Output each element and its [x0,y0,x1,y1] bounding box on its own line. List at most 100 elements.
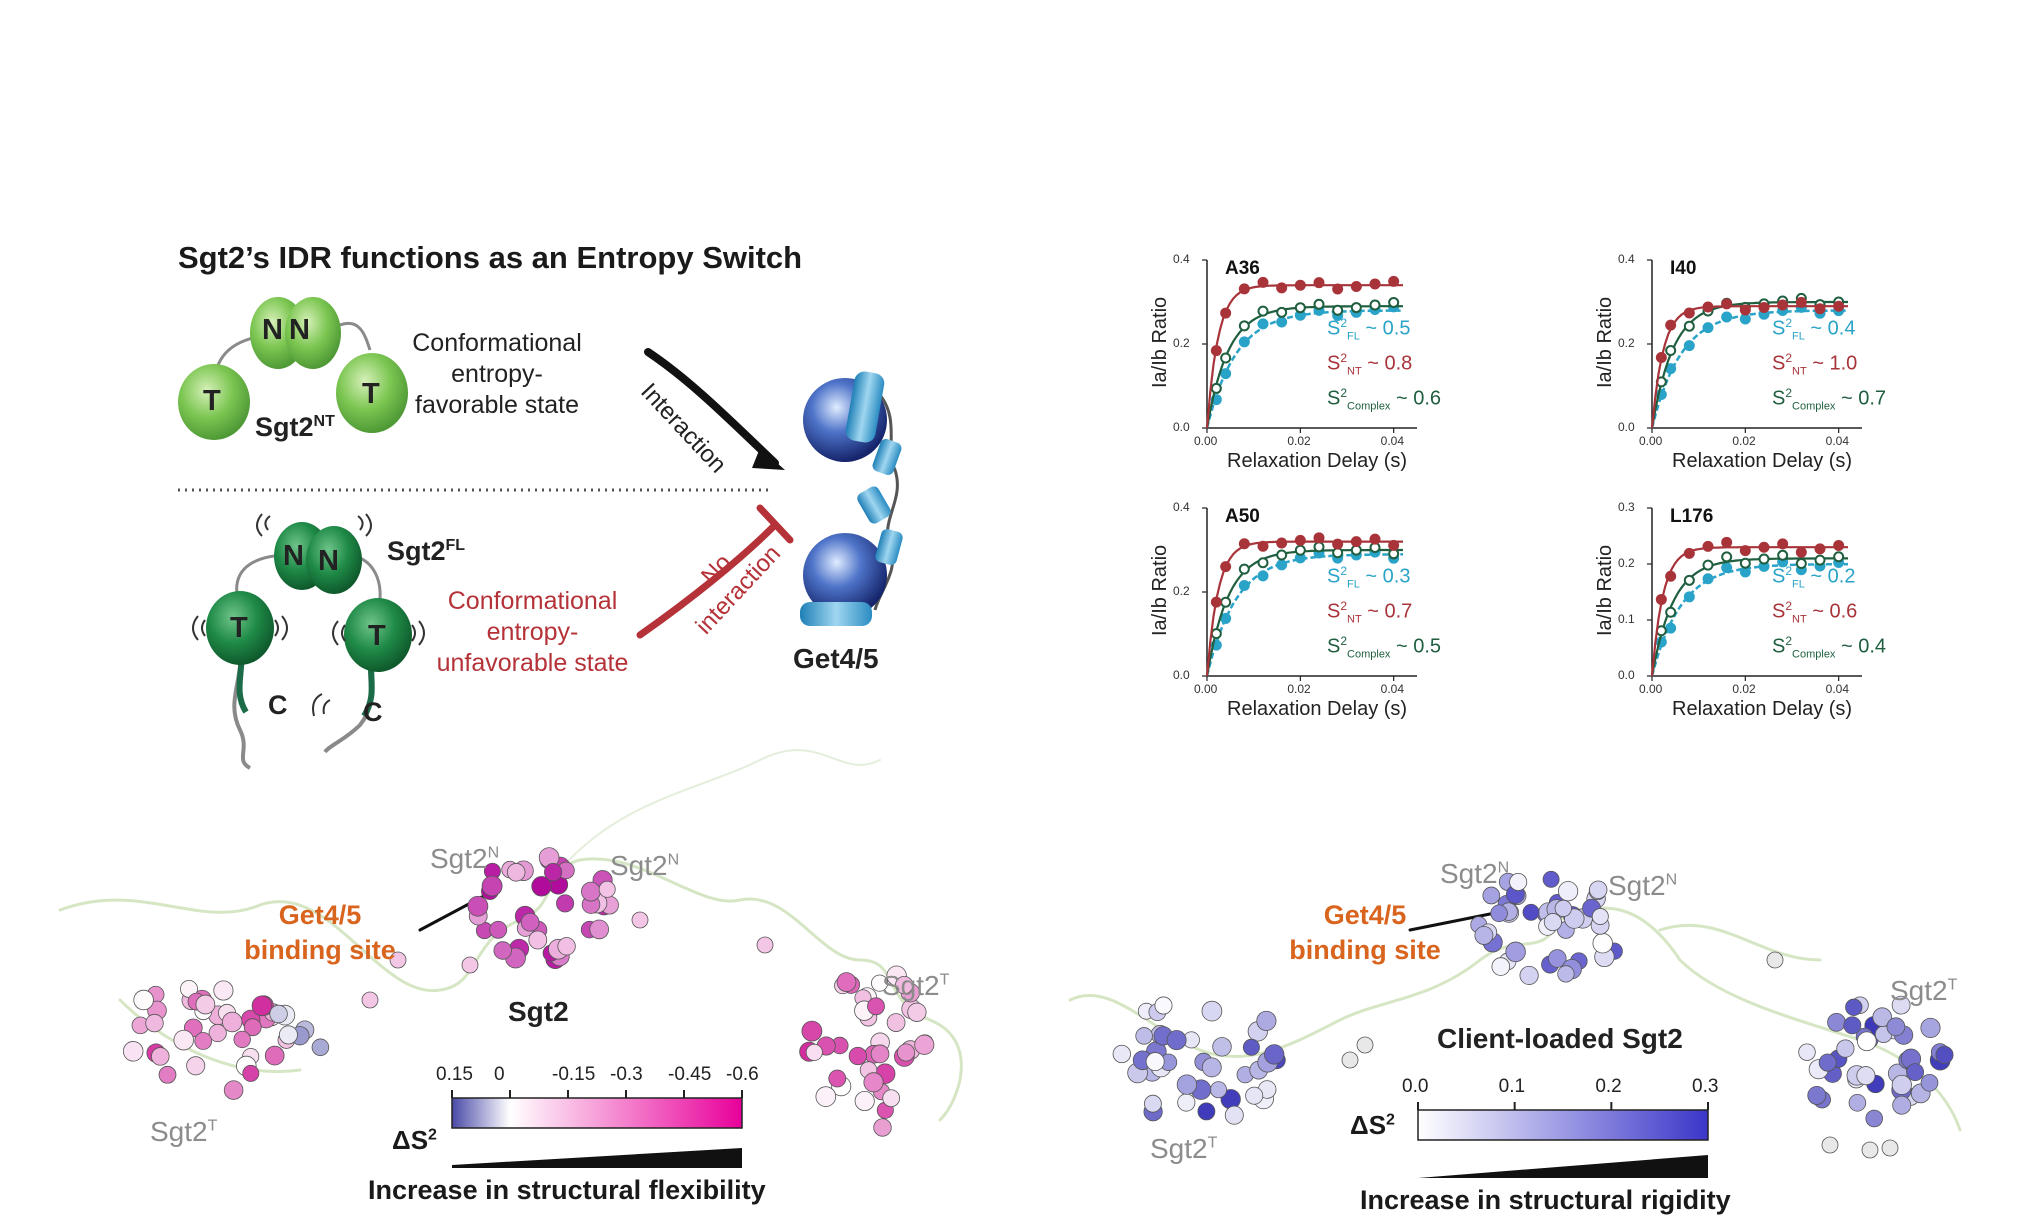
inhibition-bar [756,504,794,544]
residue-sphere [1474,925,1494,945]
rig-binding-line-2: binding site [1289,935,1441,965]
residue-sphere [1920,1073,1939,1092]
rig-colorbar-tick-label: 0.2 [1595,1076,1622,1097]
residue-sphere [151,1047,170,1066]
y-axis-label: Ia/Ib Ratio [1594,544,1616,636]
data-point-FL [1238,336,1250,348]
flex-sgt2t-left-sup: T [207,1117,218,1135]
rigidity-wedge [1418,1155,1708,1178]
data-point-NT [1683,547,1695,559]
residue-label-A50: A50 [1225,506,1260,527]
data-point-FL [1721,562,1733,574]
x-axis-label: Relaxation Delay (s) [1227,698,1408,720]
x-tick-label: 0.02 [1287,434,1311,448]
residue-sphere [213,980,234,1001]
y-axis-label: Ia/Ib Ratio [1594,296,1616,388]
residue-sphere [158,1065,177,1084]
rig-ds2-label: ΔS2 [1350,1110,1395,1140]
residue-sphere [1798,1043,1816,1061]
data-point-NT [1739,545,1751,557]
residue-sphere [886,1013,906,1032]
flex-colorbar-tick-label: 0 [494,1064,505,1085]
rig-sgt2n-right-label: Sgt2N [1608,870,1677,902]
residue-sphere [895,975,914,995]
flex-sgt2t-right-text: Sgt2 [882,970,940,1001]
rig-sgt2t-left-text: Sgt2 [1150,1133,1208,1164]
residue-sphere [1807,1085,1827,1105]
data-point-NT [1795,546,1807,558]
residue-sphere [1197,1102,1216,1121]
residue-sphere [122,1041,144,1062]
residue-sphere [598,880,616,898]
flex-ds2-symbol: ΔS [392,1125,429,1155]
data-point-Complex [1313,298,1325,310]
x-axis-label: Relaxation Delay (s) [1672,698,1853,720]
rig-colorbar-tick-label: 0.1 [1498,1076,1526,1097]
residue-sphere [1592,933,1613,954]
flex-colorbar-tick-label: -0.45 [668,1064,712,1085]
flex-sgt2n-left-label: Sgt2N [430,843,499,875]
rig-sgt2n-right-sup: N [1665,871,1678,889]
s2-label-FL: S2FL ~ 0.2 [1772,564,1856,591]
residue-sphere [805,1043,823,1061]
data-point-NT [1220,561,1232,573]
data-point-Complex [1257,557,1269,569]
data-point-NT [1777,538,1789,550]
nt-t1: T [203,385,221,417]
s2-label-Complex: S2Complex ~ 0.6 [1327,386,1442,413]
residue-sphere [1891,995,1911,1015]
rig-caption: Increase in structural rigidity [1360,1185,1731,1215]
residue-sphere [1176,1074,1198,1095]
data-point-NT [1332,538,1344,550]
data-point-Complex [1665,606,1677,618]
residue-sphere [863,1072,884,1093]
residue-sphere [871,974,889,992]
residue-sphere [870,1044,890,1064]
rig-ds2-symbol: ΔS [1350,1110,1387,1140]
data-point-FL [1683,340,1695,352]
data-point-Complex [1702,559,1714,571]
residue-sphere [145,1013,164,1033]
sgt2-nt-label-text: Sgt2 [255,412,314,442]
residue-sphere [1557,965,1575,983]
residue-label-A36: A36 [1225,258,1260,279]
sgt2-fl-label-text: Sgt2 [387,536,446,566]
data-point-Complex [1739,557,1751,569]
residue-sphere [186,1056,206,1076]
data-point-Complex [1294,544,1306,556]
x-tick-label: 0.04 [1380,434,1405,448]
relaxation-panel-A50 [1202,507,1417,681]
data-point-Complex [1814,554,1826,566]
get45-label: Get4/5 [793,643,879,674]
x-tick-label: 0.00 [1194,434,1218,448]
unfavorable-state-text: Conformational entropy- unfavorable stat… [425,586,640,679]
y-tick-label: 0.2 [1618,336,1635,350]
data-point-NT [1665,570,1677,582]
x-tick-label: 0.02 [1732,434,1756,448]
residue-sphere [1821,1136,1839,1154]
data-point-Complex [1332,304,1344,316]
rigidity-spheres [1112,870,1954,1159]
data-point-Complex [1388,296,1400,308]
flexibility-colorbar-ticks [451,1090,743,1098]
residue-sphere [1543,913,1562,932]
residue-sphere [544,863,563,882]
residue-sphere [1166,1030,1187,1051]
flex-sgt2n-right-label: Sgt2N [610,850,679,882]
fl-t2: T [368,620,386,652]
residue-sphere [481,875,503,897]
x-tick-label: 0.00 [1639,682,1663,696]
rig-sgt2n-left-label: Sgt2N [1440,858,1509,890]
residue-sphere [489,920,508,939]
residue-sphere [801,1020,823,1042]
residue-sphere [854,1090,875,1112]
residue-sphere [1554,899,1572,918]
page-title: Sgt2’s IDR functions as an Entropy Switc… [178,240,803,275]
data-point-NT [1369,533,1381,545]
data-point-NT [1220,307,1232,319]
fl-t1: T [230,612,248,644]
data-point-Complex [1350,302,1362,314]
residue-sphere [1548,949,1567,968]
data-point-Complex [1369,299,1381,311]
